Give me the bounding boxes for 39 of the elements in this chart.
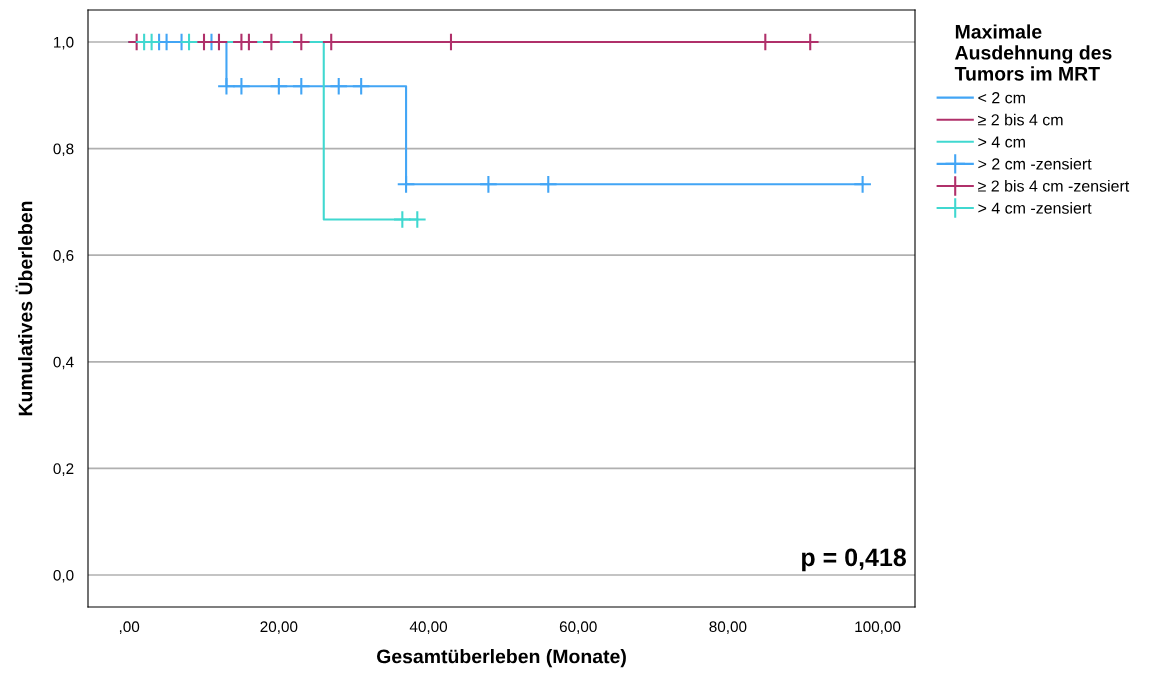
legend-label: < 2 cm: [978, 92, 1025, 104]
annotation: p = 0,418: [802, 548, 906, 572]
y-tick-label: 0,8: [53, 143, 74, 157]
point: [351, 76, 371, 96]
x-tick-label: 80,00: [709, 621, 747, 634]
legend-label: ≥ 2 bis 4 cm: [978, 113, 1063, 126]
point: [291, 32, 311, 52]
point: [232, 76, 251, 96]
point: [538, 174, 558, 194]
x-axis-title: Gesamtüberleben (Monate): [376, 649, 626, 668]
y-tick-label: 0,2: [53, 463, 74, 476]
point: [179, 32, 199, 52]
point: [261, 32, 281, 52]
y-tick-label: 1,0: [54, 36, 74, 50]
point: [407, 210, 427, 229]
point: [396, 174, 416, 194]
y-axis-title: Kumulatives Überleben: [15, 201, 33, 416]
point: [269, 76, 289, 96]
x-tick-label: 100,00: [855, 621, 901, 634]
legend-label: > 4 cm: [978, 136, 1025, 148]
point: [217, 76, 236, 96]
legend-label: ≥ 2 bis 4 cm -zensiert: [978, 179, 1130, 192]
x-tick-label: 20,00: [260, 621, 298, 634]
point: [194, 32, 214, 52]
y-tick-label: 0,0: [53, 569, 74, 583]
y-tick-label: 0,4: [53, 356, 74, 370]
point: [291, 76, 311, 96]
point: [329, 76, 349, 96]
point: [392, 210, 412, 229]
legend-title: Maximale Ausdehnung des Tumors im MRT: [954, 24, 1112, 81]
legend-label: > 2 cm -zensiert: [978, 157, 1092, 170]
point: [853, 174, 872, 194]
point: [479, 174, 498, 194]
x-tick-label: 60,00: [559, 621, 597, 634]
legend-label: > 4 cm -zensiert: [978, 202, 1092, 214]
point: [209, 32, 229, 52]
x-tick-label: ,00: [119, 621, 140, 634]
x-tick-label: 40,00: [409, 621, 448, 634]
y-tick-label: 0,6: [53, 250, 74, 263]
